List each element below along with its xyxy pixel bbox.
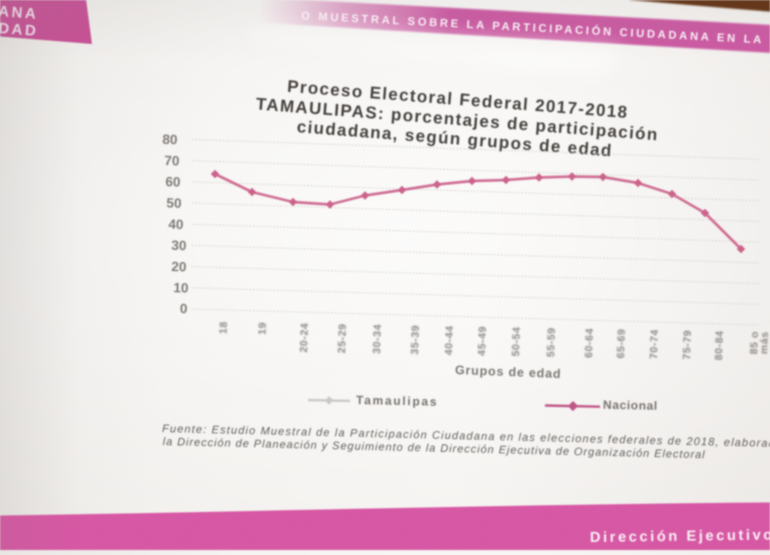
svg-text:75-79: 75-79	[681, 330, 694, 360]
svg-text:19: 19	[257, 322, 269, 335]
svg-text:DAD: DAD	[0, 20, 39, 40]
svg-text:45-49: 45-49	[476, 326, 489, 356]
svg-text:25-29: 25-29	[336, 323, 349, 353]
svg-text:30-34: 30-34	[371, 324, 384, 354]
svg-text:50-54: 50-54	[510, 326, 523, 356]
svg-text:40: 40	[168, 217, 184, 233]
svg-text:Grupos de edad: Grupos de edad	[455, 363, 562, 381]
svg-text:55-59: 55-59	[545, 327, 558, 357]
svg-text:18: 18	[218, 321, 230, 334]
svg-text:30: 30	[171, 238, 187, 254]
svg-text:60-64: 60-64	[583, 328, 596, 358]
svg-text:65-69: 65-69	[615, 328, 628, 358]
svg-text:20: 20	[171, 259, 187, 275]
svg-text:80-84: 80-84	[713, 330, 726, 360]
svg-text:70-74: 70-74	[648, 329, 661, 359]
svg-text:35-39: 35-39	[409, 325, 422, 355]
svg-text:Tamaulipas: Tamaulipas	[356, 393, 438, 409]
svg-text:20-24: 20-24	[298, 322, 311, 352]
svg-text:más: más	[758, 331, 770, 354]
svg-text:80: 80	[162, 132, 178, 148]
svg-text:Dirección Ejecutivo: Dirección Ejecutivo	[590, 527, 770, 546]
svg-text:10: 10	[173, 280, 189, 296]
svg-text:0: 0	[180, 301, 188, 316]
svg-text:70: 70	[164, 153, 180, 169]
svg-text:60: 60	[165, 174, 181, 190]
svg-text:50: 50	[166, 195, 182, 211]
svg-text:Nacional: Nacional	[603, 398, 658, 413]
svg-text:40-44: 40-44	[443, 325, 456, 355]
